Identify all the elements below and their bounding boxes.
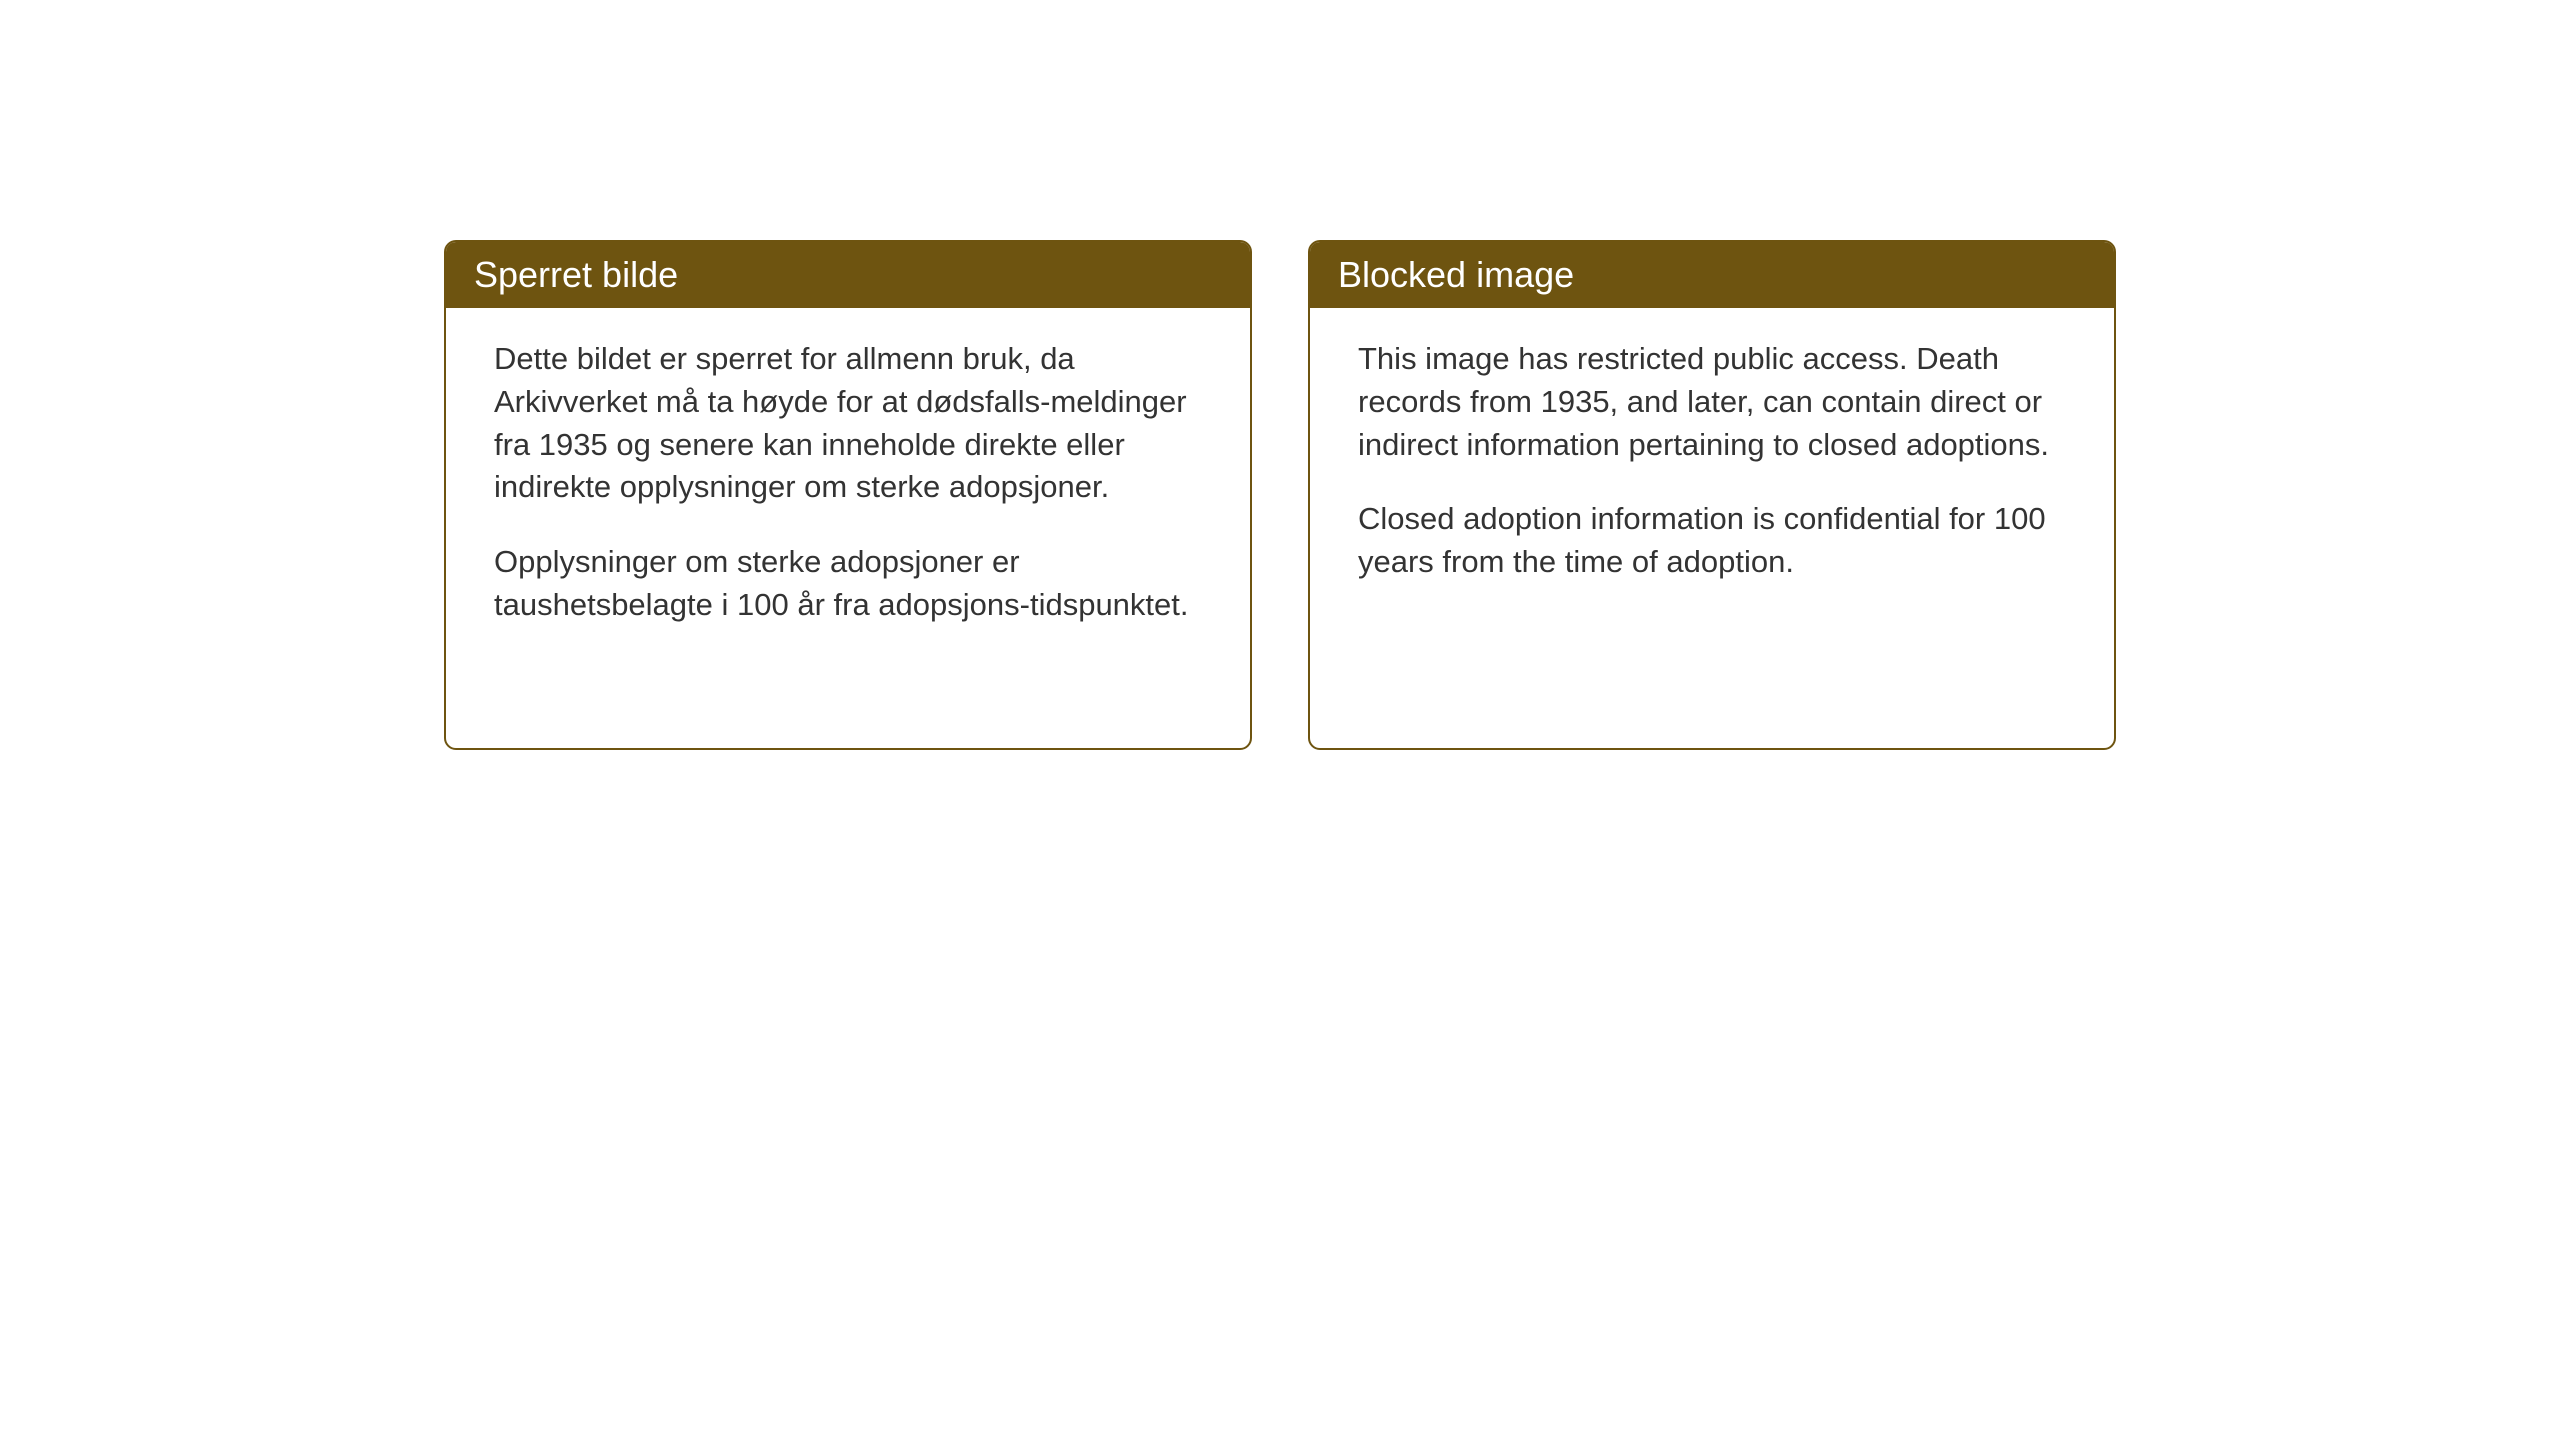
english-notice-card: Blocked image This image has restricted …	[1308, 240, 2116, 750]
english-paragraph-1: This image has restricted public access.…	[1358, 338, 2066, 466]
norwegian-paragraph-1: Dette bildet er sperret for allmenn bruk…	[494, 338, 1202, 509]
notice-cards-container: Sperret bilde Dette bildet er sperret fo…	[444, 240, 2116, 750]
norwegian-card-header: Sperret bilde	[446, 242, 1250, 308]
norwegian-notice-card: Sperret bilde Dette bildet er sperret fo…	[444, 240, 1252, 750]
norwegian-card-body: Dette bildet er sperret for allmenn bruk…	[446, 308, 1250, 748]
norwegian-paragraph-2: Opplysninger om sterke adopsjoner er tau…	[494, 541, 1202, 627]
norwegian-card-title: Sperret bilde	[474, 254, 678, 295]
english-card-header: Blocked image	[1310, 242, 2114, 308]
english-card-title: Blocked image	[1338, 254, 1574, 295]
english-card-body: This image has restricted public access.…	[1310, 308, 2114, 748]
english-paragraph-2: Closed adoption information is confident…	[1358, 498, 2066, 584]
